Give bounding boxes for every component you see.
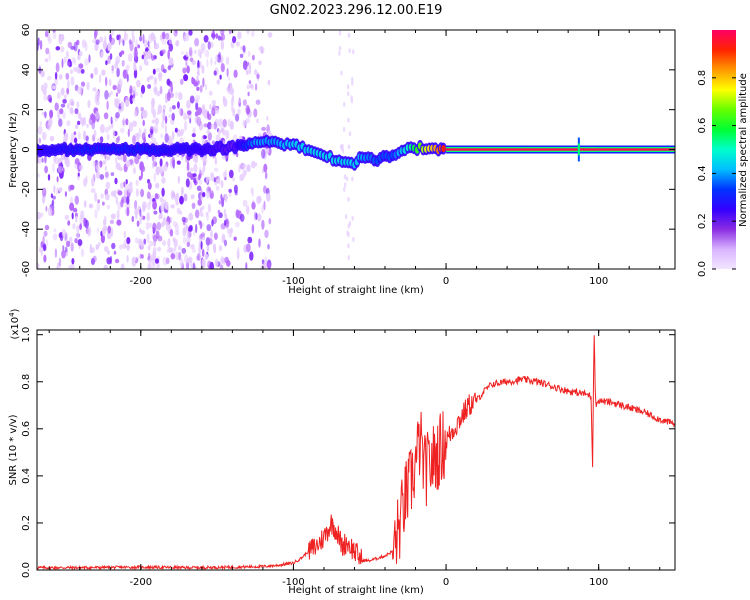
snr-ytick-label-3: 0.6: [21, 421, 32, 437]
colorbar-label: Normalized spectral amplitude: [738, 73, 749, 227]
spectrogram-xtick-label-3: 100: [589, 276, 608, 287]
snr-line-area: [37, 335, 675, 570]
spectrogram-xtick-label-2: 0: [443, 276, 449, 287]
colorbar-gradient: [712, 30, 736, 269]
colorbar-ticks: 0.0 0.2 0.4 0.6 0.8: [697, 70, 736, 277]
snr-panel: -200 -100 0 100 0.0 0.2 0.4 0.6 0.8 1.0 Height of…: [8, 308, 676, 596]
spectrogram-ytick-label-4: 20: [21, 103, 32, 116]
snr-ytick-label-1: 0.2: [21, 515, 32, 531]
spectrogram-xtick-label-0: -200: [129, 276, 152, 287]
spectrogram-ylabel: Frequency (Hz): [8, 112, 19, 188]
snr-ytick-label-5: 1.0: [21, 327, 32, 343]
colorbar-tick-label-1: 0.2: [697, 213, 708, 229]
snr-xtick-label-3: 100: [589, 577, 608, 588]
snr-ytick-label-2: 0.4: [21, 468, 32, 484]
noise-speckle: [37, 30, 355, 269]
snr-xlabel: Height of straight line (km): [288, 585, 424, 596]
spectrogram-ytick-label-6: 60: [21, 24, 32, 37]
spectrogram-ytick-label-1: -40: [21, 221, 32, 237]
snr-axes: -200 -100 0 100 0.0 0.2 0.4 0.6 0.8 1.0: [21, 327, 675, 588]
snr-multiplier-close: ): [10, 308, 21, 312]
colorbar: 0.0 0.2 0.4 0.6 0.8 Normalized spectral ampl…: [697, 30, 749, 277]
page-title: GN02.2023.296.12.00.E19: [270, 3, 443, 18]
colorbar-tick-label-4: 0.8: [697, 70, 708, 86]
snr-xtick-label-0: -200: [129, 577, 152, 588]
snr-multiplier-base: (x10: [10, 317, 21, 340]
spectrogram-ytick-label-5: 40: [21, 63, 32, 76]
spectrogram-heatmap: [37, 30, 675, 269]
snr-multiplier-exp: 4: [8, 312, 16, 317]
snr-ylabel: SNR (10 * v/v): [8, 414, 19, 485]
snr-xtick-label-1: -100: [282, 577, 305, 588]
snr-frame: [36, 329, 676, 571]
signal-band: [37, 134, 675, 171]
snr-multiplier: (x104): [8, 308, 21, 339]
snr-ytick-label-4: 0.8: [21, 374, 32, 390]
spectrogram-xlabel: Height of straight line (km): [288, 285, 424, 296]
snr-series-line: [37, 335, 675, 570]
spectrogram-ytick-label-3: 0: [21, 146, 32, 152]
spectrogram-ytick-label-0: -60: [21, 261, 32, 277]
colorbar-tick-label-2: 0.4: [697, 165, 708, 181]
snr-ytick-label-0: 0.0: [21, 562, 32, 578]
colorbar-tick-label-0: 0.0: [697, 261, 708, 277]
snr-xtick-label-2: 0: [443, 577, 449, 588]
spectrogram-xtick-label-1: -100: [282, 276, 305, 287]
colorbar-tick-label-3: 0.6: [697, 118, 708, 134]
spectrogram-ytick-label-2: -20: [21, 181, 32, 197]
